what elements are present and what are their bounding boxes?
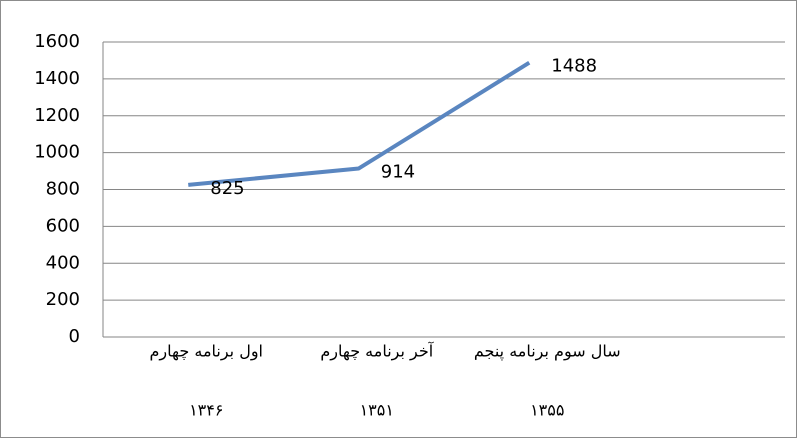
- y-tick-label: 200: [46, 289, 80, 310]
- y-tick-label: 0: [69, 326, 80, 347]
- y-tick-label: 800: [46, 179, 80, 200]
- x-tick-label: آخر برنامه چهارم: [320, 342, 434, 362]
- y-tick-label: 600: [46, 215, 80, 236]
- x-tick-label: ۱۳۵۱: [360, 401, 394, 420]
- y-tick-label: 1200: [34, 105, 80, 126]
- y-tick-label: 1400: [34, 68, 80, 89]
- x-tick-label: ۱۳۴۶: [189, 401, 223, 420]
- y-tick-label: 1000: [34, 142, 80, 163]
- x-tick-label: سال سوم برنامه پنجم: [474, 342, 621, 362]
- x-tick-label: اول برنامه چهارم: [150, 342, 264, 362]
- data-label: 825: [210, 178, 244, 199]
- y-tick-label: 400: [46, 252, 80, 273]
- data-label: 914: [381, 161, 415, 182]
- y-tick-label: 1600: [34, 31, 80, 52]
- data-label: 1488: [551, 56, 597, 77]
- chart-border: [1, 1, 797, 438]
- chart: 0 200 400 600 800 1000 1200 1400 1600 اول برنامه …: [0, 0, 797, 438]
- x-tick-label: ۱۳۵۵: [530, 401, 564, 420]
